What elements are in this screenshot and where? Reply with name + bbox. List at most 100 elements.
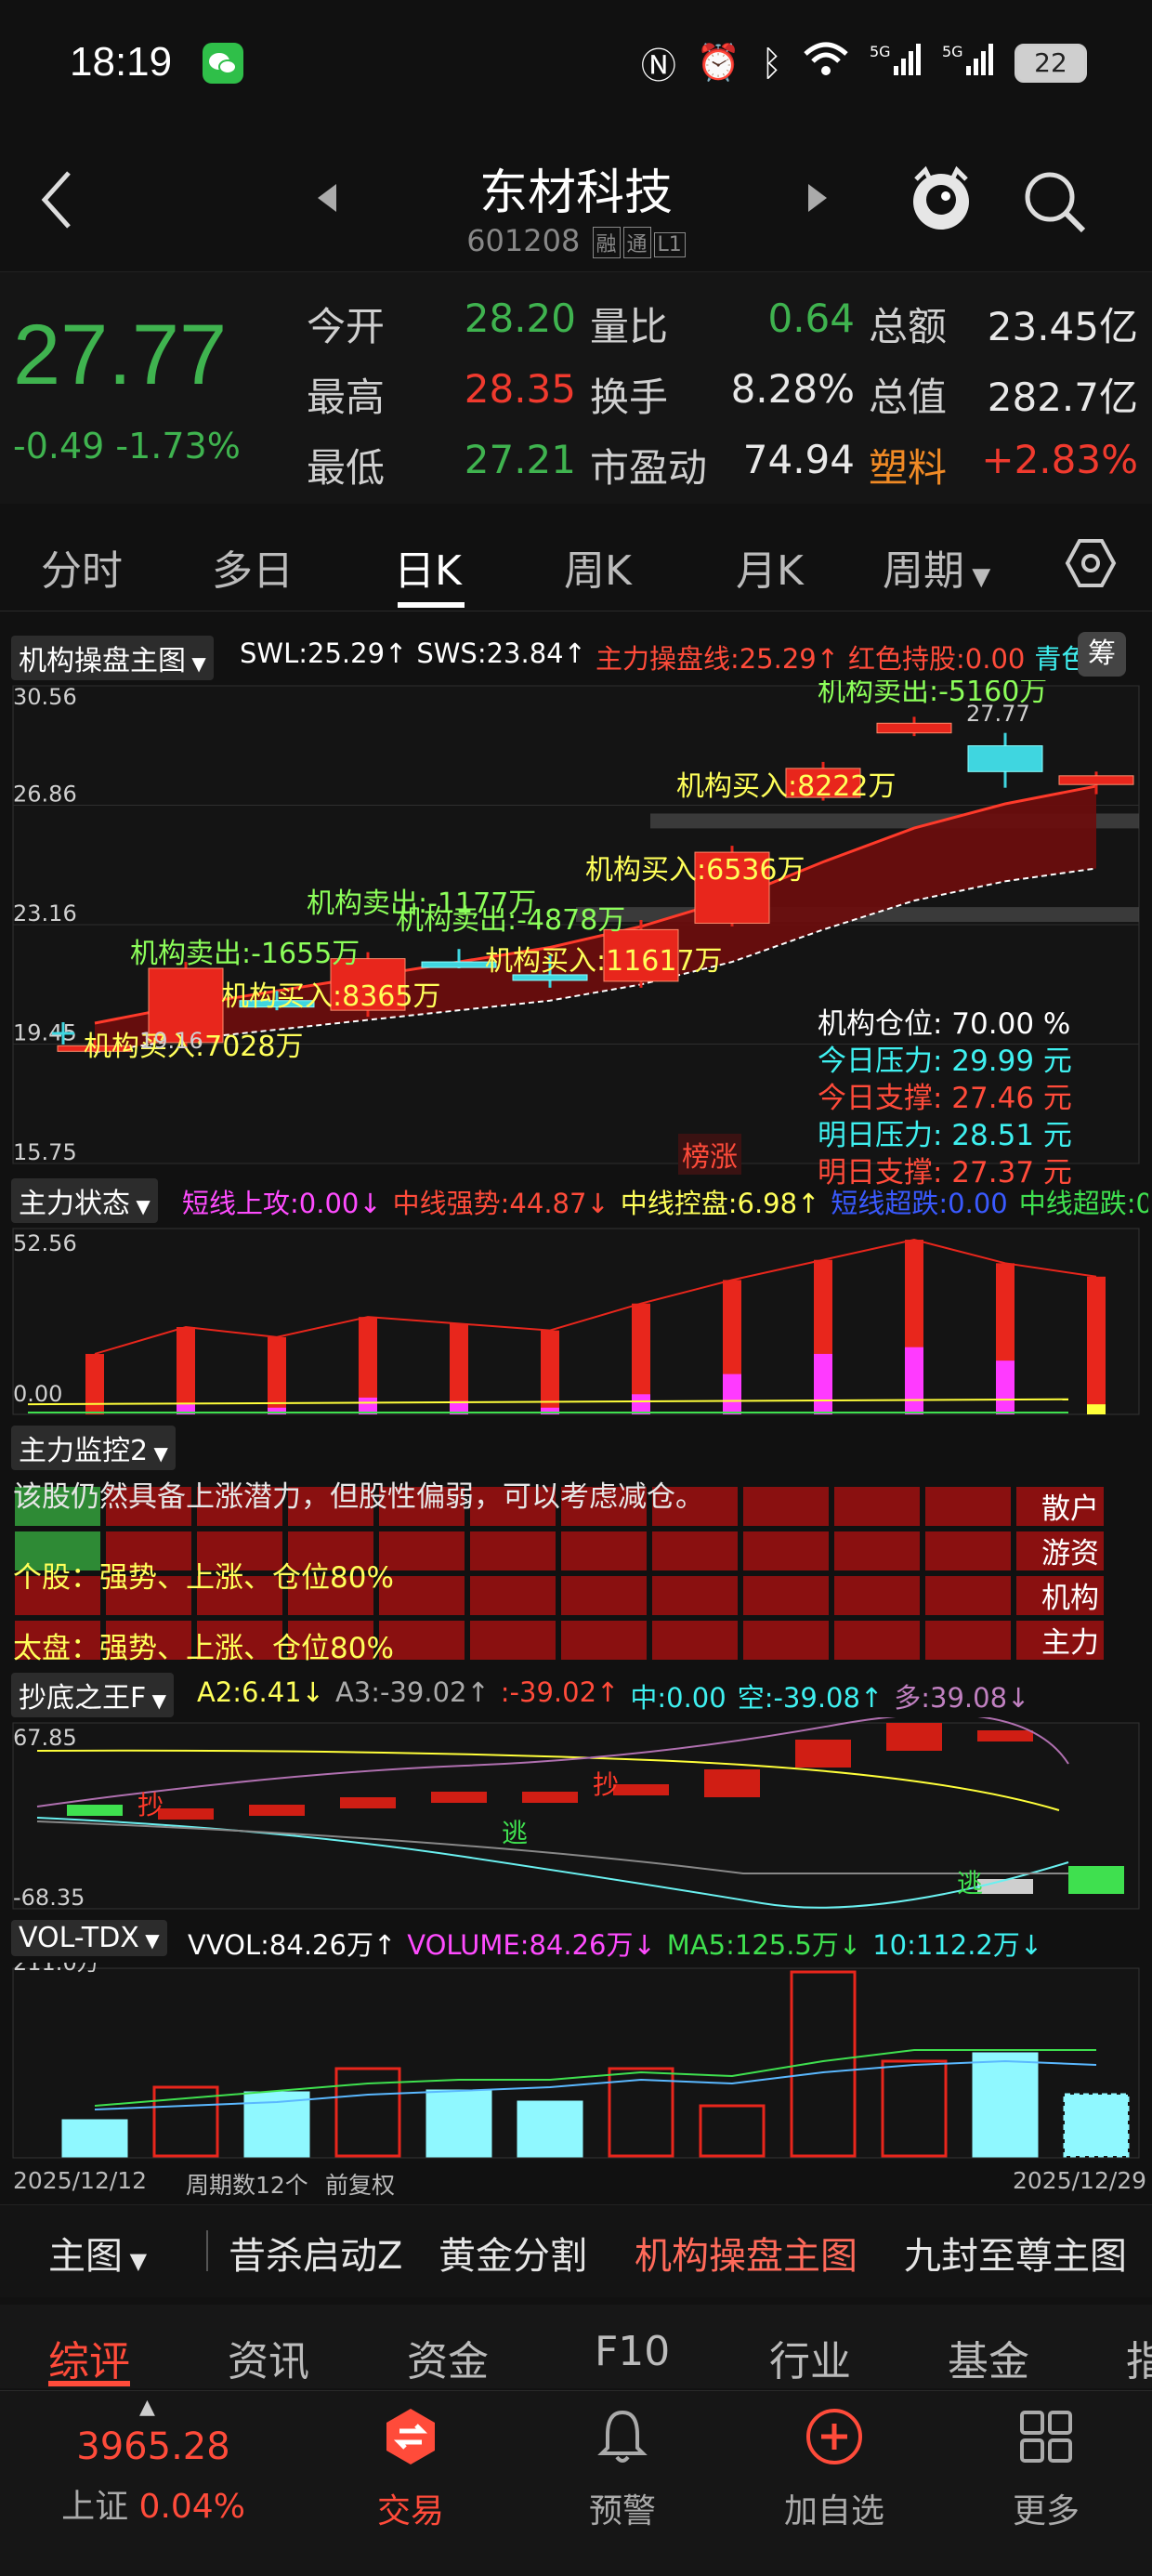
info-tab-f10[interactable]: F10 xyxy=(595,2328,671,2375)
settings-hexagon-icon[interactable] xyxy=(1065,537,1117,593)
monitor-cell xyxy=(197,1621,282,1660)
info-tab-fund[interactable]: 基金 xyxy=(948,2338,1029,2385)
info-tab-summary[interactable]: 综评 xyxy=(48,2338,130,2385)
info-tab-funds[interactable]: 资金 xyxy=(407,2338,489,2385)
state-bar-overlay xyxy=(450,1400,468,1414)
vol-chart-indicators: VVOL:84.26万↑ VOLUME:84.26万↓ MA5:125.5万↓ 10:… xyxy=(188,1924,1042,1963)
nav-trade-label: 交易 xyxy=(376,2492,444,2530)
tab-multi-day[interactable]: 多日 xyxy=(212,547,294,595)
mascot-icon[interactable] xyxy=(909,163,974,241)
fishing-block xyxy=(158,1808,214,1820)
legend-hot-money: 游资 xyxy=(1041,1537,1099,1571)
volume-bar xyxy=(425,2089,492,2158)
control-line xyxy=(27,1398,1069,1406)
main-indicator-1: SWS:23.84↑ xyxy=(416,637,586,669)
state-bar xyxy=(541,1330,559,1414)
tab-weekly-k[interactable]: 周K xyxy=(564,547,632,595)
info-tab-industry[interactable]: 行业 xyxy=(769,2338,851,2385)
tab-daily-k[interactable]: 日K xyxy=(394,547,462,595)
legend-retail: 散户 xyxy=(1041,1492,1099,1526)
yellow-line xyxy=(36,1749,1060,1811)
state-bar xyxy=(359,1317,377,1414)
signal-mark-2: 逃 xyxy=(502,1818,528,1848)
search-icon[interactable] xyxy=(1022,169,1087,238)
fishing-block xyxy=(249,1805,305,1816)
chip-distribution-button[interactable]: 筹 xyxy=(1078,632,1126,677)
adjust-mode[interactable]: 前复权 xyxy=(325,2172,396,2199)
label-sector[interactable]: 塑料 xyxy=(869,445,948,491)
bottom-chart-selector[interactable]: 抄底之王F ▼ xyxy=(11,1673,175,1717)
current-price: 27.77 xyxy=(13,308,228,402)
state-bar xyxy=(85,1353,104,1414)
info-row-2: 今日支撑: 27.46 元 xyxy=(818,1082,1072,1115)
volume-chart[interactable]: 211.0万 xyxy=(0,1963,1152,2167)
state-indicator-0: 短线上攻:0.00↓ xyxy=(182,1188,382,1219)
tab-monthly-k[interactable]: 月K xyxy=(736,547,804,595)
bottom-ytick-top: 67.85 xyxy=(13,1725,77,1751)
monitor-legend: 散户 游资 机构 主力 xyxy=(1033,1487,1107,1665)
state-chart[interactable]: 52.56 0.00 xyxy=(0,1223,1152,1418)
nav-add-watchlist[interactable]: 加自选 xyxy=(769,2407,899,2532)
monitor-cell xyxy=(652,1487,738,1526)
kline-chart[interactable]: 30.5626.8623.1619.4515.75机构卖出:-5160万机构买入… xyxy=(0,680,1152,1173)
monitor-cell xyxy=(379,1531,465,1571)
state-bar-overlay xyxy=(723,1373,741,1414)
vol-chart-label: VOL-TDX xyxy=(19,1922,139,1954)
nav-alert[interactable]: 预警 xyxy=(557,2407,687,2532)
monitor-legend-cell xyxy=(1016,1487,1104,1526)
index-up-arrow-icon: ▲ xyxy=(139,2396,155,2419)
strategy-item-3[interactable]: 机构操盘主图 xyxy=(635,2235,857,2278)
legend-institution: 机构 xyxy=(1041,1582,1099,1615)
monitor-cell xyxy=(197,1576,282,1615)
strategy-main-chart[interactable]: 主图 ▼ xyxy=(48,2226,147,2280)
volume-bar xyxy=(1063,2093,1130,2158)
monitor-advice: 该股仍然具备上涨潜力，但股性偏弱，可以考虑减仓。 xyxy=(13,1480,704,1514)
state-chart-selector[interactable]: 主力状态 ▼ xyxy=(11,1178,158,1223)
strategy-item-2[interactable]: 黄金分割 xyxy=(439,2235,587,2278)
period-count: 周期数12个 xyxy=(186,2172,308,2199)
info-tab-news[interactable]: 资讯 xyxy=(228,2338,309,2385)
label-market-cap: 总值 xyxy=(869,375,948,420)
signal-mark-1: 抄 xyxy=(593,1769,619,1800)
monitor-cell xyxy=(15,1576,100,1615)
index-value[interactable]: 3965.28 xyxy=(76,2425,230,2468)
nav-trade[interactable]: 交易 xyxy=(346,2407,476,2532)
label-high: 最高 xyxy=(307,375,386,420)
monitor-cell xyxy=(834,1621,920,1660)
fishing-block-green xyxy=(1068,1866,1124,1894)
prev-stock-button[interactable] xyxy=(316,182,338,222)
y-tick-4: 15.75 xyxy=(13,1139,77,1165)
monitor-selector[interactable]: 主力监控2 ▼ xyxy=(11,1426,176,1470)
annotation-5: 机构买入:11617万 xyxy=(485,945,723,978)
back-button[interactable] xyxy=(37,167,74,247)
annotation-8: 机构买入:7028万 xyxy=(84,1031,303,1063)
bottom-chart-indicators: A2:6.41↓ A3:-39.02↑:-39.02↑ 中:0.00 空:-39.08… xyxy=(197,1676,1029,1715)
info-tab-index[interactable]: 指 xyxy=(1126,2338,1152,2385)
date-start: 2025/12/12 xyxy=(13,2167,148,2194)
chevron-down-icon: ▼ xyxy=(964,563,991,591)
tab-period[interactable]: 周期 ▼ xyxy=(883,537,990,597)
strategy-item-4[interactable]: 九封至尊主图 xyxy=(904,2235,1127,2278)
state-bar xyxy=(177,1327,195,1414)
main-chart-selector[interactable]: 机构操盘主图 ▼ xyxy=(11,636,214,680)
index-line[interactable]: 上证 0.04% xyxy=(0,2479,307,2528)
next-stock-button[interactable] xyxy=(806,182,829,222)
tab-intraday[interactable]: 分时 xyxy=(41,547,123,595)
nav-more[interactable]: 更多 xyxy=(981,2407,1111,2532)
candle-body xyxy=(148,967,224,1044)
state-bar-overlay xyxy=(905,1347,923,1414)
svg-text:5G: 5G xyxy=(942,43,963,60)
strategy-item-1[interactable]: 昔杀启动Z xyxy=(229,2235,403,2278)
vol-chart-selector[interactable]: VOL-TDX ▼ xyxy=(11,1920,167,1956)
monitor-cell xyxy=(561,1576,647,1615)
nav-add-label: 加自选 xyxy=(783,2492,884,2530)
volume-ytick: 211.0万 xyxy=(13,1963,99,1976)
state-indicator-1: 中线强势:44.87↓ xyxy=(392,1188,609,1219)
fishing-block xyxy=(522,1792,578,1803)
info-row-1: 今日压力: 29.99 元 xyxy=(818,1045,1072,1078)
monitor-cell xyxy=(470,1576,556,1615)
bottom-indicator-1: A3:-39.02↑ xyxy=(334,1676,490,1708)
monitor-label: 主力监控2 xyxy=(19,1435,149,1467)
